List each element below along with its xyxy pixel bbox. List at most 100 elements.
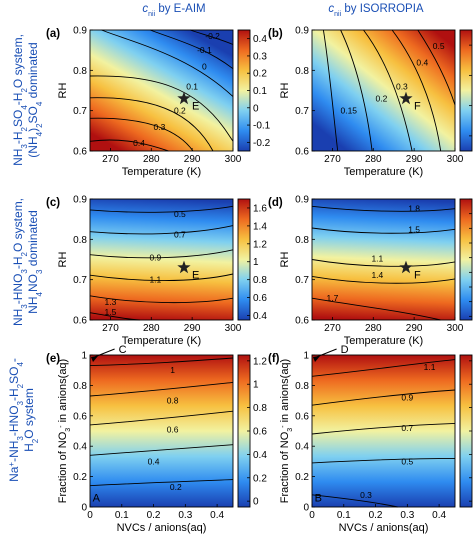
svg-text:NH4NO3 dominated: NH4NO3 dominated xyxy=(26,210,44,314)
contour-line xyxy=(340,29,373,152)
contour-line xyxy=(89,249,234,259)
x-tick-label: 280 xyxy=(143,323,160,334)
contour-label: 0 xyxy=(202,61,207,71)
y-axis-label: RH xyxy=(57,83,69,99)
panel-e: 1 0.8 0.6 0.4 0.2 0 0.1 0.2 0.3 0.4 0 0.2 0.4 0.6 0.8 1… xyxy=(46,344,267,534)
contour-label: 0.4 xyxy=(148,456,160,466)
colorbar xyxy=(460,199,472,320)
contour-line xyxy=(89,295,234,304)
x-tick-label: 290 xyxy=(406,154,423,165)
contour-line xyxy=(89,410,234,426)
y-tick-label: 0.8 xyxy=(295,66,309,77)
marker-label: F xyxy=(414,270,421,282)
contour-line xyxy=(149,29,234,70)
colorbar-tick-label: 0.4 xyxy=(253,450,267,461)
colorbar-tick-label: 1 xyxy=(253,257,259,268)
arrow-head xyxy=(313,356,320,362)
row-title-2: NH3-HNO3-H2O system, NH4NO3 dominated xyxy=(11,198,44,326)
colorbar-tick-label: 1 xyxy=(253,380,259,391)
contour-line xyxy=(101,29,234,97)
x-tick-label: 0.4 xyxy=(432,510,446,521)
colorbar-tick-label: -0.2 xyxy=(253,138,271,149)
x-axis-label: NVCs / anions(aq) xyxy=(117,522,207,534)
colorbar-tick-label: 0 xyxy=(253,497,259,508)
y-tick-label: 0.9 xyxy=(295,26,309,37)
y-axis-label: RH xyxy=(279,83,291,99)
contour-label: 0.2 xyxy=(170,482,182,492)
svg-text:(NH4)2SO4 dominated: (NH4)2SO4 dominated xyxy=(26,42,44,157)
panel-label: (a) xyxy=(46,28,60,40)
y-tick-label: 0 xyxy=(303,503,309,514)
contour-label: 1.3 xyxy=(105,297,117,307)
x-tick-label: 270 xyxy=(102,154,119,165)
contour-label: 0.3 xyxy=(396,81,408,91)
x-tick-label: 300 xyxy=(225,154,242,165)
x-tick-label: 0.3 xyxy=(178,510,192,521)
y-tick-label: 0.6 xyxy=(295,147,309,158)
contour-line xyxy=(311,275,456,284)
contour-line xyxy=(311,457,456,464)
contour-label: 0.8 xyxy=(167,396,179,406)
colorbar-tick-label: 0.1 xyxy=(253,86,267,97)
heatmap-field xyxy=(90,199,233,320)
y-axis-label: RH xyxy=(279,252,291,268)
arrow-head xyxy=(91,356,98,362)
x-tick-label: 280 xyxy=(365,323,382,334)
contour-label: 0.5 xyxy=(401,456,413,466)
marker-label: E xyxy=(192,270,199,282)
x-axis-label: NVCs / anions(aq) xyxy=(339,522,429,534)
contour-line xyxy=(89,117,194,152)
contour-line xyxy=(311,227,456,234)
contour-line xyxy=(189,29,234,45)
colorbar-tick-label: -0.1 xyxy=(253,121,271,132)
y-tick-label: 0.8 xyxy=(295,381,309,392)
corner-label: B xyxy=(315,492,322,504)
contour-label: 1.7 xyxy=(327,293,339,303)
x-tick-label: 300 xyxy=(447,154,464,165)
colorbar-tick-label: 0 xyxy=(253,103,259,114)
star-marker xyxy=(399,91,413,105)
column-title-right: cnii by ISORROPIA xyxy=(328,3,424,18)
y-axis-label: Fraction of NO3- in anions(aq) xyxy=(279,359,294,503)
panel-f: 1.1 0.9 0.7 0.5 0.3 0 0.1 0.2 0.3 0.4 0 0.2 0.4 0.6 0.… xyxy=(268,344,473,534)
contour-line xyxy=(311,359,456,377)
contour-line xyxy=(311,259,456,267)
x-tick-label: 290 xyxy=(184,154,201,165)
colorbar-tick-label: 0.4 xyxy=(253,311,267,322)
plot-frame xyxy=(89,198,234,321)
y-tick-label: 0.2 xyxy=(73,472,87,483)
y-tick-label: 0.6 xyxy=(73,411,87,422)
contour-label: 0.6 xyxy=(167,424,179,434)
y-tick-label: 0.8 xyxy=(295,235,309,246)
y-tick-label: 0.7 xyxy=(73,275,87,286)
x-tick-label: 300 xyxy=(447,323,464,334)
x-axis-label: Temperature (K) xyxy=(344,335,423,347)
x-axis-label: Temperature (K) xyxy=(344,166,423,178)
contour-line xyxy=(311,422,456,435)
panel-c: 0.5 0.7 0.9 1.1 1.31.5 270 280 290 300 0.6 0.7 0.8 0… xyxy=(46,195,267,348)
x-axis-label: Temperature (K) xyxy=(122,166,201,178)
contour-label: 1 xyxy=(170,365,175,375)
colorbar xyxy=(460,355,472,507)
plot-frame xyxy=(311,354,456,508)
contour-label: 1.1 xyxy=(149,275,161,285)
colorbar xyxy=(238,355,250,507)
colorbar-tick-label: 0.3 xyxy=(253,51,267,62)
heatmap-field xyxy=(312,355,455,507)
colorbar-tick-label: 0.4 xyxy=(253,34,267,45)
x-axis-label: Temperature (K) xyxy=(122,335,201,347)
colorbar-frame xyxy=(459,29,473,152)
x-tick-label: 0.3 xyxy=(400,510,414,521)
y-tick-label: 0.8 xyxy=(73,66,87,77)
colorbar-tick-label: 0.2 xyxy=(253,69,267,80)
contour-line xyxy=(311,389,456,406)
contour-label: 0.9 xyxy=(401,393,413,403)
colorbar-tick-label: 0.8 xyxy=(253,403,267,414)
x-tick-label: 270 xyxy=(102,323,119,334)
y-tick-label: 0.9 xyxy=(73,26,87,37)
y-tick-label: 0.9 xyxy=(73,195,87,206)
x-tick-label: 270 xyxy=(324,323,341,334)
colorbar-tick-label: 1.2 xyxy=(253,239,267,250)
x-tick-label: 300 xyxy=(225,323,242,334)
